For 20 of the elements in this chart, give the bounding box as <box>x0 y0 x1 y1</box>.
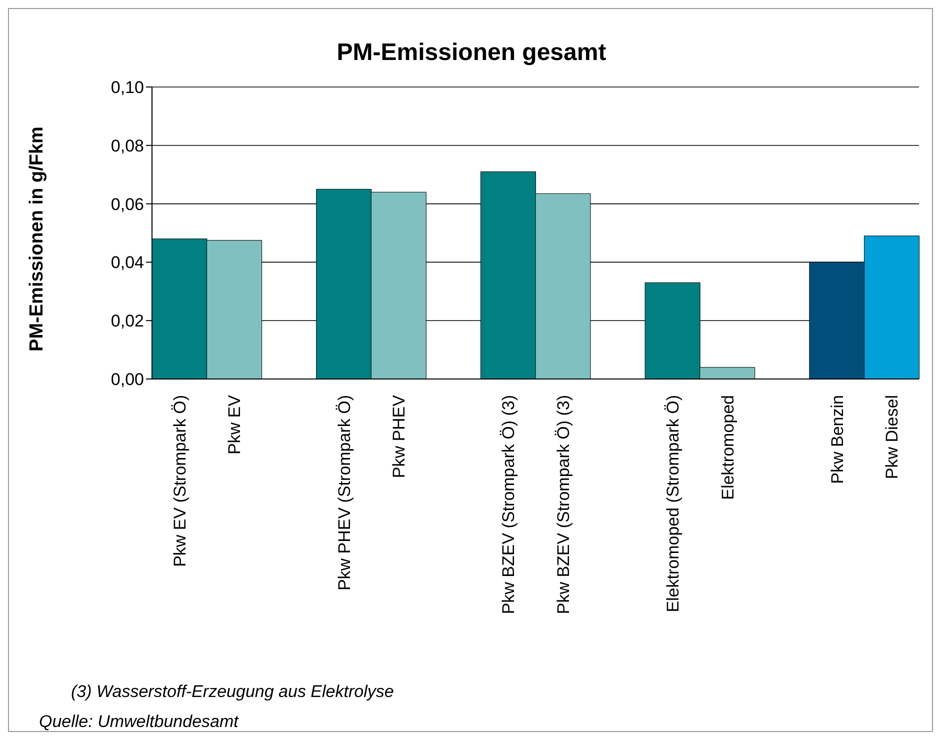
x-tick-label: Elektromoped (Strompark Ö) <box>663 395 682 612</box>
y-tick-label: 0,02 <box>110 312 144 331</box>
y-tick-label: 0,08 <box>110 136 144 156</box>
chart-title: PM-Emissionen gesamt <box>336 39 608 67</box>
x-tick-label: Pkw BZEV (Strompark Ö) (3) <box>499 395 518 614</box>
x-tick-label: Pkw PHEV <box>390 394 409 478</box>
text: (3) Wasserstoff-Erzeugung aus Elektrolyse <box>71 682 394 702</box>
y-tick-label: 0,04 <box>110 253 144 272</box>
y-axis-title: PM-Emissionen in g/Fkm <box>26 126 48 352</box>
source-note: Quelle: Umweltbundesamt <box>39 712 238 732</box>
y-tick-label: 0,06 <box>110 194 144 214</box>
x-tick-label: Pkw PHEV (Strompark Ö) <box>334 395 354 591</box>
x-tick-label: Pkw Benzin <box>828 395 847 484</box>
x-tick-label: Pkw EV (Strompark Ö) <box>170 395 190 567</box>
x-tick-label: Pkw Diesel <box>882 395 902 480</box>
x-tick-label: Pkw BZEV (Strompark Ö) (3) <box>554 395 573 614</box>
y-tick-label: 0,10 <box>110 78 144 98</box>
x-tick-label: Elektromoped <box>718 395 738 500</box>
y-tick-label: 0,00 <box>110 370 144 390</box>
x-tick-label: Pkw EV <box>225 394 244 455</box>
